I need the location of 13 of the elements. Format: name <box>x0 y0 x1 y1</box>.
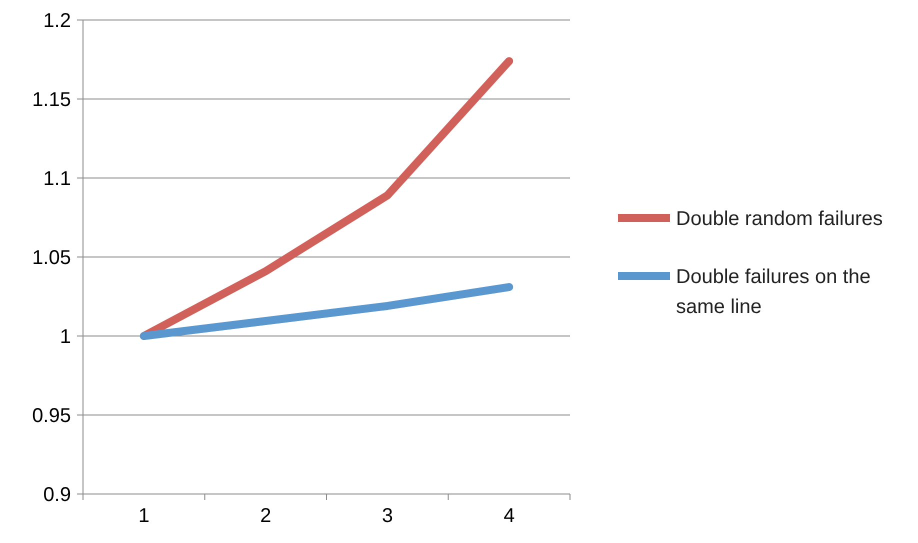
x-tick-label: 2 <box>260 505 272 527</box>
y-tick-label: 1 <box>60 326 71 348</box>
y-tick-label: 1.15 <box>32 89 71 111</box>
x-tick-label: 4 <box>504 505 515 527</box>
legend-label: Double failures on the same line <box>676 266 871 318</box>
y-tick-label: 0.9 <box>43 484 71 506</box>
y-tick-label: 1.05 <box>32 247 71 269</box>
legend-label: Double random failures <box>676 208 883 230</box>
x-tick-label: 3 <box>382 505 393 527</box>
x-tick-label: 1 <box>138 505 150 527</box>
y-tick-label: 1.1 <box>43 168 71 190</box>
y-tick-label: 0.95 <box>32 405 71 427</box>
y-tick-label: 1.2 <box>43 10 71 32</box>
